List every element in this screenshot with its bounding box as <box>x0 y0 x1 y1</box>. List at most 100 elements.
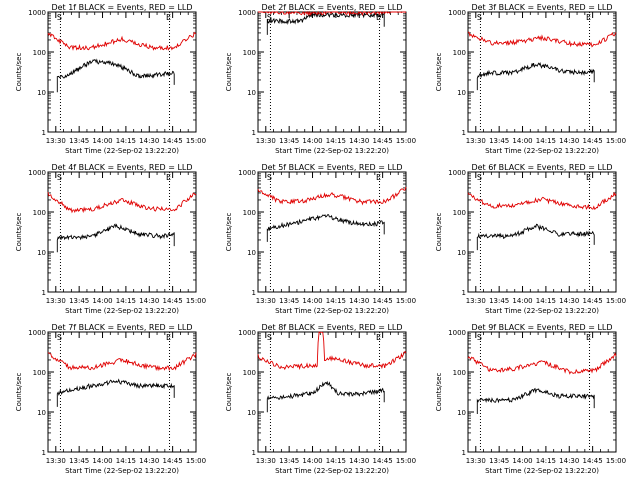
y-axis-label: Counts/sec <box>225 213 233 252</box>
chart-title: Det 6f BLACK = Events, RED = LLD <box>471 163 612 172</box>
y-axis-label: Counts/sec <box>15 53 23 92</box>
x-tick-label: 13:45 <box>279 137 299 145</box>
x-tick-label: 13:45 <box>489 137 509 145</box>
series-line-lld <box>47 352 197 372</box>
x-tick-label: 13:30 <box>466 137 486 145</box>
x-tick-label: 15:00 <box>606 297 626 305</box>
x-tick-label: 13:45 <box>489 297 509 305</box>
x-tick-label: 15:00 <box>186 297 206 305</box>
x-tick-label: 14:15 <box>116 297 136 305</box>
series-line-lld <box>467 191 617 210</box>
y-tick-label: 100 <box>33 209 46 217</box>
plot-frame <box>257 331 407 453</box>
x-tick-label: 13:45 <box>69 297 89 305</box>
chart-panel-4: Det 4f BLACK = Events, RED = LLD 1 10 100 10… <box>15 163 206 315</box>
x-tick-label: 14:45 <box>583 457 603 465</box>
y-tick-label: 1000 <box>238 9 256 17</box>
plot-frame <box>47 171 197 293</box>
y-axis-label: Counts/sec <box>225 373 233 412</box>
x-tick-label: 14:00 <box>512 297 532 305</box>
chart-panel-9: Det 9f BLACK = Events, RED = LLD 1 10 100 10… <box>435 323 626 475</box>
chart-title: Det 5f BLACK = Events, RED = LLD <box>261 163 402 172</box>
y-tick-label: 1 <box>462 129 466 137</box>
x-tick-label: 14:45 <box>373 137 393 145</box>
time-marker-label: S <box>477 13 482 22</box>
y-tick-label: 1 <box>42 129 46 137</box>
chart-title: Det 3f BLACK = Events, RED = LLD <box>471 3 612 12</box>
time-marker-label: S <box>267 333 272 342</box>
y-tick-label: 100 <box>243 49 256 57</box>
series-line-lld <box>467 352 617 375</box>
x-tick-label: 13:45 <box>69 137 89 145</box>
time-marker-label: S <box>57 333 62 342</box>
x-tick-label: 15:00 <box>396 297 416 305</box>
x-tick-label: 14:30 <box>559 137 579 145</box>
chart-title: Det 7f BLACK = Events, RED = LLD <box>51 323 192 332</box>
series-line-events <box>266 11 385 35</box>
plot-frame <box>467 171 617 293</box>
plot-frame <box>257 11 407 133</box>
y-tick-label: 1 <box>252 289 256 297</box>
y-tick-label: 100 <box>453 49 466 57</box>
x-tick-label: 13:45 <box>279 297 299 305</box>
x-tick-label: 14:45 <box>583 297 603 305</box>
series-line-events <box>56 223 175 253</box>
x-tick-label: 14:15 <box>326 137 346 145</box>
x-tick-label: 14:15 <box>536 457 556 465</box>
x-tick-label: 15:00 <box>186 457 206 465</box>
x-tick-label: 15:00 <box>606 457 626 465</box>
y-tick-label: 100 <box>33 369 46 377</box>
y-tick-label: 1 <box>462 449 466 457</box>
x-tick-label: 14:15 <box>326 457 346 465</box>
y-tick-label: 10 <box>37 89 46 97</box>
x-tick-label: 14:30 <box>349 137 369 145</box>
x-tick-label: 15:00 <box>396 137 416 145</box>
x-tick-label: 14:00 <box>302 457 322 465</box>
x-axis-label: Start Time (22-Sep-02 13:22:20) <box>485 467 599 475</box>
y-tick-label: 1000 <box>448 9 466 17</box>
x-tick-label: 14:45 <box>163 137 183 145</box>
x-axis-label: Start Time (22-Sep-02 13:22:20) <box>275 467 389 475</box>
y-tick-label: 100 <box>243 209 256 217</box>
x-tick-label: 14:30 <box>559 457 579 465</box>
y-axis-label: Counts/sec <box>15 213 23 252</box>
y-tick-label: 10 <box>457 89 466 97</box>
plot-frame <box>467 11 617 133</box>
time-marker-label: E <box>376 13 381 22</box>
plot-frame <box>257 171 407 293</box>
x-tick-label: 14:00 <box>302 297 322 305</box>
series-line-events <box>476 223 595 251</box>
x-axis-label: Start Time (22-Sep-02 13:22:20) <box>485 147 599 155</box>
time-marker-label: S <box>267 173 272 182</box>
x-tick-label: 14:00 <box>512 457 532 465</box>
series-line-events <box>476 62 595 91</box>
time-marker-label: E <box>586 13 591 22</box>
series-line-events <box>56 378 175 407</box>
x-tick-label: 14:00 <box>512 137 532 145</box>
time-marker-label: E <box>586 173 591 182</box>
x-tick-label: 13:30 <box>466 297 486 305</box>
chart-panel-8: Det 8f BLACK = Events, RED = LLD 1 10 100 10… <box>225 323 416 475</box>
chart-panel-2: Det 2f BLACK = Events, RED = LLD 1 10 100 10… <box>225 3 416 155</box>
x-tick-label: 14:15 <box>116 457 136 465</box>
y-tick-label: 1000 <box>28 329 46 337</box>
x-tick-label: 13:30 <box>46 297 66 305</box>
series-line-events <box>56 58 175 93</box>
y-tick-label: 1 <box>42 449 46 457</box>
plot-frame <box>47 11 197 133</box>
x-tick-label: 13:30 <box>256 137 276 145</box>
y-tick-label: 1000 <box>238 169 256 177</box>
x-tick-label: 14:45 <box>373 457 393 465</box>
series-line-lld <box>257 331 407 371</box>
y-tick-label: 1000 <box>28 169 46 177</box>
y-axis-label: Counts/sec <box>435 53 443 92</box>
x-tick-label: 13:30 <box>466 457 486 465</box>
x-tick-label: 13:30 <box>256 457 276 465</box>
y-tick-label: 10 <box>457 409 466 417</box>
chart-title: Det 4f BLACK = Events, RED = LLD <box>51 163 192 172</box>
time-marker-label: E <box>166 333 171 342</box>
x-axis-label: Start Time (22-Sep-02 13:22:20) <box>485 307 599 315</box>
x-tick-label: 14:00 <box>92 137 112 145</box>
y-axis-label: Counts/sec <box>435 213 443 252</box>
